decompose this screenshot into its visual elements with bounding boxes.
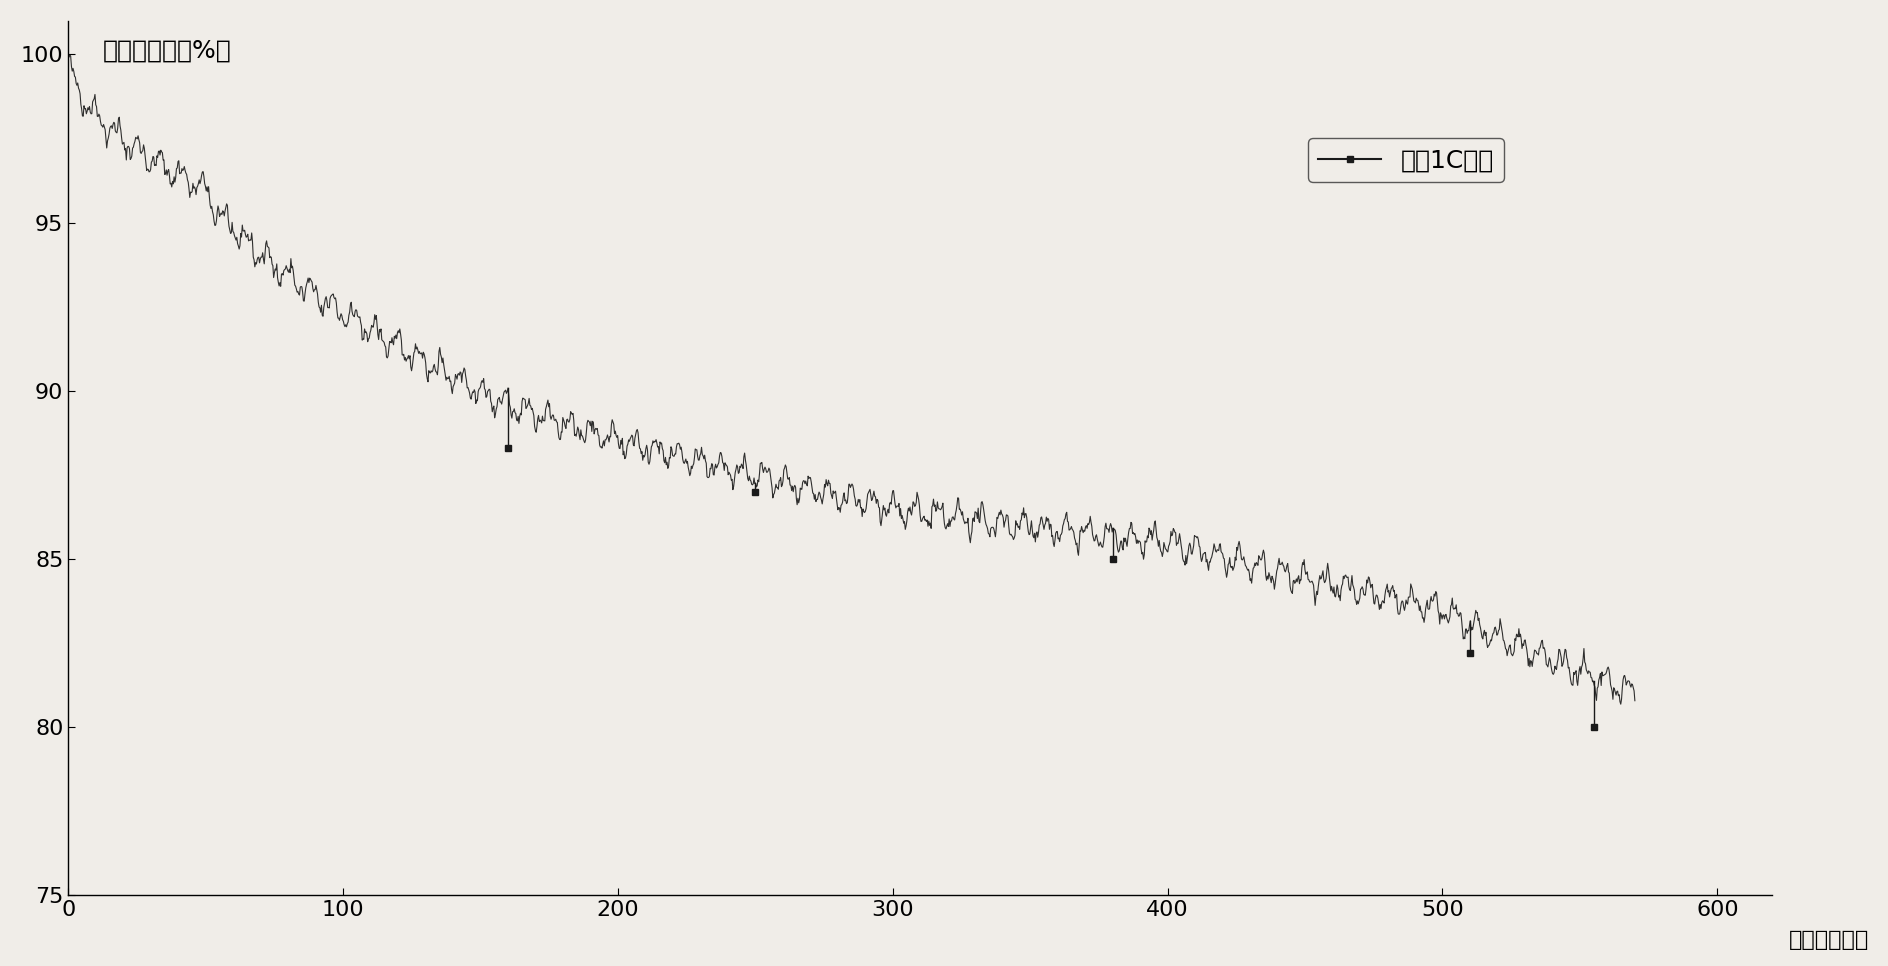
Text: 容量保持率（%）: 容量保持率（%） [102,39,230,63]
Text: （循环周数）: （循环周数） [1790,930,1869,951]
Legend: 常温1C循环: 常温1C循环 [1308,138,1505,183]
